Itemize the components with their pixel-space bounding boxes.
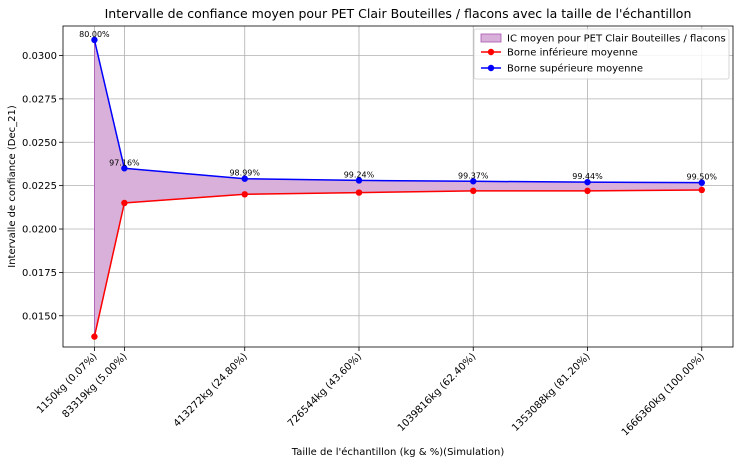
series-1-point-6 <box>698 179 705 186</box>
y-tick-label-4: 0.0250 <box>22 138 57 149</box>
y-tick-label-1: 0.0175 <box>22 268 57 279</box>
legend: IC moyen pour PET Clair Bouteilles / fla… <box>473 28 730 80</box>
plot-frame <box>62 25 734 348</box>
y-tick-label-2: 0.0200 <box>22 225 57 236</box>
x-tick-label-4: 1039816kg (62.40%) <box>396 351 479 434</box>
chart-title: Intervalle de confiance moyen pour PET C… <box>105 6 692 21</box>
y-tick-label-6: 0.0300 <box>22 51 57 62</box>
data-label-6: 99.50% <box>687 173 718 182</box>
y-tick-label-0: 0.0150 <box>22 311 57 322</box>
series-0-point-6 <box>698 186 705 194</box>
x-tick-label-2: 413272kg (24.80%) <box>172 351 250 429</box>
legend-swatch-band <box>480 33 502 43</box>
series-1-point-3 <box>355 177 363 184</box>
legend-label-0: Borne inférieure moyenne <box>507 47 638 59</box>
series-1-point-5 <box>584 178 591 186</box>
series-0-point-1 <box>121 199 128 207</box>
series-0-point-4 <box>470 187 477 195</box>
legend-marker-0 <box>487 48 495 56</box>
y-axis-ticks: 0.0150 0.0175 0.0200 0.0225 0.0250 0.0275 0.03… <box>22 51 63 322</box>
data-label-1: 97.16% <box>109 158 140 167</box>
y-tick-label-3: 0.0225 <box>22 181 57 192</box>
data-label-4: 99.37% <box>458 171 489 180</box>
x-axis-ticks: 1150kg (0.07%)83319kg (5.00%) 413272kg (2… <box>35 347 707 438</box>
series-1-point-1 <box>121 165 128 172</box>
series-0-point-0 <box>91 333 98 340</box>
y-tick-label-5: 0.0275 <box>22 94 57 105</box>
data-label-3: 99.24% <box>344 170 375 179</box>
series-0-point-2 <box>241 191 248 198</box>
series-0-point-5 <box>584 187 591 195</box>
x-tick-label-3: 726544kg (43.60%) <box>286 351 364 429</box>
legend-box <box>473 28 730 80</box>
x-tick-label-5: 1353088kg (81.20%) <box>510 351 593 434</box>
legend-marker-1 <box>487 64 495 72</box>
y-axis-label: Intervalle de confiance (Dec_21) <box>7 105 18 268</box>
legend-label-1: Borne supérieure moyenne <box>507 63 643 75</box>
x-tick-label-6: 1666360kg (100.00%) <box>620 351 707 438</box>
series-0-point-3 <box>355 189 363 196</box>
confidence-band <box>94 39 703 337</box>
data-label-5: 99.44% <box>572 172 603 181</box>
data-label-0: 80.00% <box>79 30 110 39</box>
data-label-2: 98.99% <box>229 169 260 178</box>
series-1-point-0 <box>91 36 98 44</box>
data-labels-layer: 80.00% 97.16% 98.99% 99.24% 99.37% 99.44% 99.5… <box>79 30 717 182</box>
series-1-point-2 <box>241 175 248 182</box>
x-axis-label: Taille de l'échantillon (kg & %)(Simulat… <box>291 446 505 458</box>
confidence-band-layer <box>94 39 703 337</box>
series-line-0 <box>93 189 702 337</box>
legend-label-band: IC moyen pour PET Clair Bouteilles / fla… <box>507 34 726 45</box>
series-1-point-4 <box>470 178 477 185</box>
series-layer <box>91 36 705 340</box>
